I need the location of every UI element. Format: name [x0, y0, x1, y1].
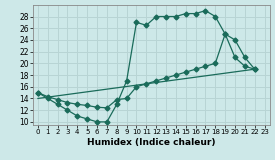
- X-axis label: Humidex (Indice chaleur): Humidex (Indice chaleur): [87, 138, 216, 147]
